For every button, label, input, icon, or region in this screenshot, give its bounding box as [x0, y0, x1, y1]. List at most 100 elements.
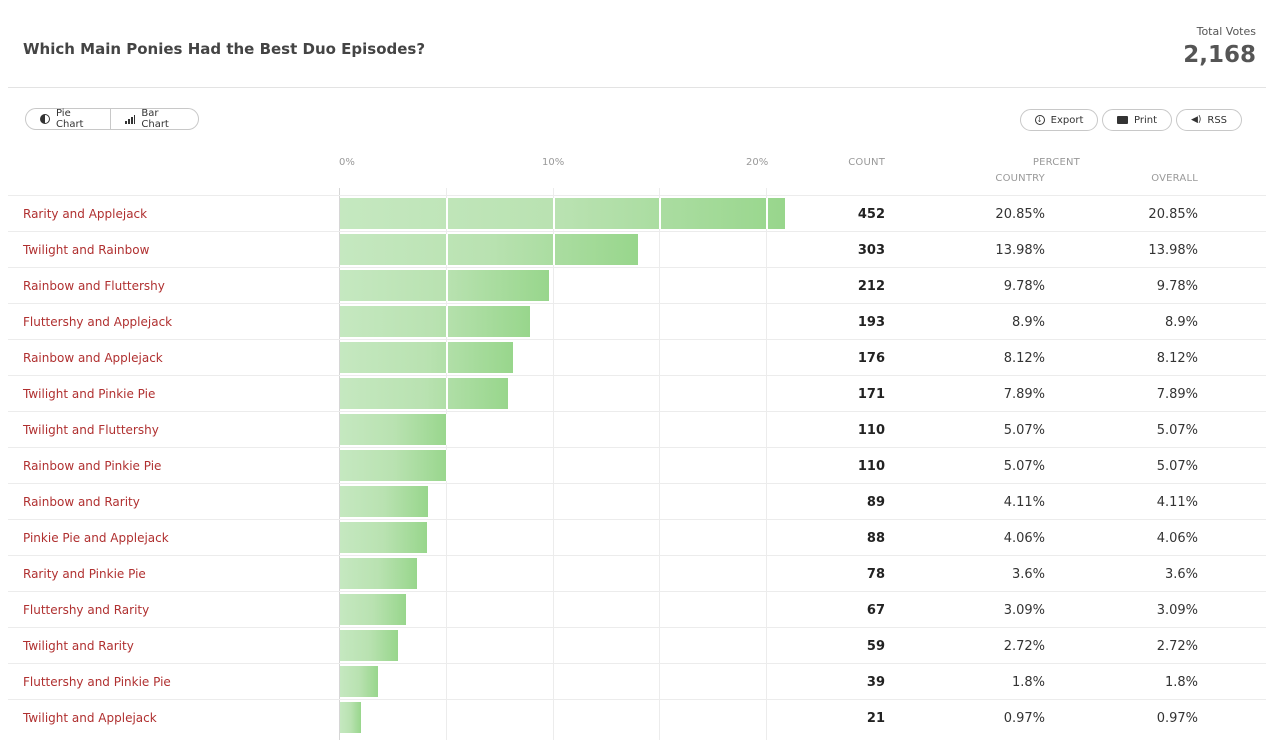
table-row: Rainbow and Pinkie Pie 110 5.07% 5.07% — [8, 447, 1266, 483]
row-label[interactable]: Rainbow and Fluttershy — [23, 279, 165, 293]
bar-segment-divider — [446, 414, 448, 445]
x-tick-label: 20% — [746, 157, 769, 168]
bar — [340, 270, 549, 301]
bar — [340, 342, 513, 373]
total-votes-value: 2,168 — [1183, 42, 1256, 68]
page-title: Which Main Ponies Had the Best Duo Episo… — [23, 40, 426, 58]
bar-chart-button[interactable]: Bar Chart — [110, 108, 198, 130]
bar — [340, 198, 785, 229]
row-percent-country: 3.09% — [1003, 603, 1045, 618]
table-row: Fluttershy and Pinkie Pie 39 1.8% 1.8% — [8, 663, 1266, 699]
print-button[interactable]: Print — [1102, 109, 1172, 131]
x-tick-label: 10% — [542, 157, 565, 168]
bar-segment-divider — [446, 342, 448, 373]
row-percent-country: 20.85% — [995, 207, 1045, 222]
row-label[interactable]: Pinkie Pie and Applejack — [23, 531, 169, 545]
row-label[interactable]: Twilight and Rainbow — [23, 243, 150, 257]
row-percent-overall: 4.11% — [1156, 495, 1198, 510]
row-label[interactable]: Rainbow and Pinkie Pie — [23, 459, 162, 473]
row-percent-country: 7.89% — [1003, 387, 1045, 402]
export-icon: ↓ — [1034, 115, 1045, 125]
total-votes-label: Total Votes — [1196, 25, 1256, 38]
row-label[interactable]: Fluttershy and Applejack — [23, 315, 173, 329]
gridline — [766, 188, 767, 740]
x-tick-label: 0% — [339, 157, 355, 168]
percent-column-header: PERCENT — [1032, 157, 1080, 168]
overall-column-header: OVERALL — [1151, 173, 1198, 184]
rss-label: RSS — [1207, 114, 1228, 126]
bar — [340, 450, 448, 481]
row-percent-country: 9.78% — [1003, 279, 1045, 294]
pie-chart-icon — [40, 114, 50, 124]
bar-chart-label: Bar Chart — [141, 108, 169, 130]
row-label[interactable]: Fluttershy and Pinkie Pie — [23, 675, 171, 689]
row-count: 88 — [866, 531, 885, 546]
row-percent-country: 2.72% — [1003, 639, 1045, 654]
row-label[interactable]: Twilight and Rarity — [23, 639, 134, 653]
bar — [340, 702, 361, 733]
table-row: Rainbow and Fluttershy 212 9.78% 9.78% — [8, 267, 1266, 303]
table-row: Rainbow and Rarity 89 4.11% 4.11% — [8, 483, 1266, 519]
row-percent-overall: 1.8% — [1164, 675, 1198, 690]
row-count: 303 — [857, 243, 885, 258]
bar — [340, 414, 448, 445]
row-label[interactable]: Twilight and Pinkie Pie — [23, 387, 156, 401]
table-row: Twilight and Rarity 59 2.72% 2.72% — [8, 627, 1266, 663]
row-count: 67 — [866, 603, 885, 618]
row-label[interactable]: Twilight and Fluttershy — [23, 423, 159, 437]
bar-segment-divider — [446, 306, 448, 337]
table-row: Fluttershy and Rarity 67 3.09% 3.09% — [8, 591, 1266, 627]
row-percent-country: 3.6% — [1011, 567, 1045, 582]
bar-segment-divider — [659, 198, 661, 229]
row-count: 452 — [857, 207, 885, 222]
bar — [340, 594, 406, 625]
row-percent-overall: 9.78% — [1156, 279, 1198, 294]
row-count: 39 — [866, 675, 885, 690]
rss-button[interactable]: ◀) RSS — [1176, 109, 1242, 131]
gridline — [659, 188, 660, 740]
bar-segment-divider — [446, 234, 448, 265]
row-label[interactable]: Twilight and Applejack — [23, 711, 157, 725]
export-button[interactable]: ↓ Export — [1020, 109, 1098, 131]
rss-icon: ◀) — [1190, 115, 1202, 125]
pie-chart-label: Pie Chart — [56, 108, 84, 130]
print-icon — [1116, 116, 1128, 124]
row-percent-country: 13.98% — [995, 243, 1045, 258]
row-count: 212 — [857, 279, 885, 294]
pie-chart-button[interactable]: Pie Chart — [26, 108, 110, 130]
row-label[interactable]: Rarity and Applejack — [23, 207, 148, 221]
row-percent-country: 4.11% — [1003, 495, 1045, 510]
bar-segment-divider — [553, 198, 555, 229]
bar — [340, 666, 378, 697]
row-percent-country: 0.97% — [1003, 711, 1045, 726]
row-percent-overall: 3.09% — [1156, 603, 1198, 618]
bar — [340, 630, 398, 661]
row-label[interactable]: Rarity and Pinkie Pie — [23, 567, 146, 581]
bar-chart-icon — [125, 114, 136, 124]
bar-segment-divider — [446, 198, 448, 229]
gridline — [553, 188, 554, 740]
bar-segment-divider — [553, 234, 555, 265]
export-label: Export — [1050, 114, 1084, 126]
row-percent-overall: 5.07% — [1156, 459, 1198, 474]
row-count: 89 — [866, 495, 885, 510]
row-count: 171 — [857, 387, 885, 402]
row-count: 193 — [857, 315, 885, 330]
row-label[interactable]: Rainbow and Applejack — [23, 351, 163, 365]
row-percent-overall: 8.12% — [1156, 351, 1198, 366]
row-percent-country: 8.9% — [1011, 315, 1045, 330]
row-percent-overall: 13.98% — [1148, 243, 1198, 258]
row-label[interactable]: Rainbow and Rarity — [23, 495, 140, 509]
country-column-header: COUNTRY — [995, 173, 1045, 184]
table-row: Twilight and Fluttershy 110 5.07% 5.07% — [8, 411, 1266, 447]
row-count: 59 — [866, 639, 885, 654]
bar — [340, 234, 638, 265]
print-label: Print — [1133, 114, 1157, 126]
row-percent-overall: 8.9% — [1164, 315, 1198, 330]
row-percent-overall: 5.07% — [1156, 423, 1198, 438]
bar — [340, 486, 428, 517]
bar-segment-divider — [446, 378, 448, 409]
row-percent-overall: 20.85% — [1148, 207, 1198, 222]
row-label[interactable]: Fluttershy and Rarity — [23, 603, 150, 617]
table-row: Twilight and Rainbow 303 13.98% 13.98% — [8, 231, 1266, 267]
